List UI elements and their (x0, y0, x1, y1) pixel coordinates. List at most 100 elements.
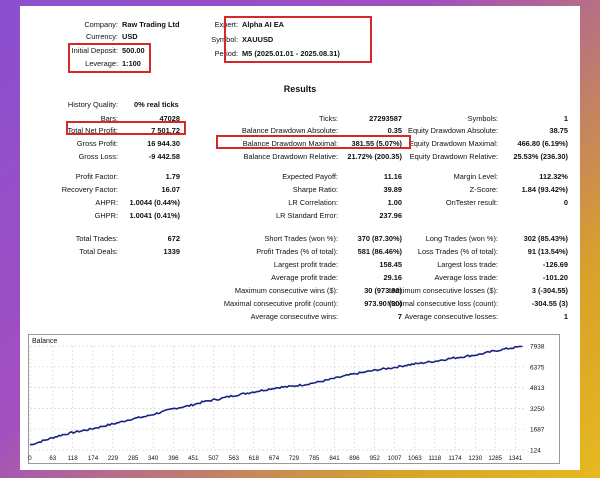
z-score-label: Z-Score: (469, 185, 498, 194)
x-tick-label: 340 (148, 455, 159, 462)
expert-highlight-box (224, 16, 372, 63)
balance-drawdown-absolute-value: 0.35 (387, 126, 402, 135)
largest-profit-trade-label: Largest profit trade: (273, 260, 338, 269)
average-consecutive-wins-label: Average consecutive wins: (250, 312, 338, 321)
chart-title: Balance (32, 338, 57, 345)
largest-profit-trade-value: 158.45 (379, 260, 402, 269)
symbols-value: 1 (563, 114, 568, 123)
x-tick-label: 952 (370, 455, 381, 462)
expert-label: Expert: (214, 20, 238, 29)
expected-payoff-value: 11.16 (383, 172, 402, 181)
margin-level-label: Margin Level: (453, 172, 498, 181)
equity-drawdown-maximal-value: 466.80 (6.19%) (517, 139, 568, 148)
x-tick-label: 118 (68, 455, 78, 462)
ahpr-label: AHPR: (95, 198, 118, 207)
total-deals-label: Total Deals: (79, 247, 118, 256)
x-tick-label: 1118 (428, 455, 441, 462)
sharpe-ratio-label: Sharpe Ratio: (292, 185, 338, 194)
x-tick-label: 1174 (448, 455, 462, 462)
maximal-consecutive-loss-count-value: -304.55 (3) (531, 299, 568, 308)
gross-loss-label: Gross Loss: (78, 152, 118, 161)
average-consecutive-losses-value: 1 (563, 312, 568, 321)
x-tick-label: 1341 (509, 455, 523, 462)
total-net-profit-value: 7 501.72 (151, 126, 180, 135)
x-tick-label: 285 (128, 455, 139, 462)
ontester-result-value: 0 (563, 198, 568, 207)
y-tick-label: 1687 (530, 427, 545, 434)
ghpr-label: GHPR: (94, 211, 118, 220)
initial-deposit-value: 500.00 (122, 46, 145, 55)
average-profit-trade-value: 29.16 (383, 273, 403, 282)
x-tick-label: 1063 (408, 455, 422, 462)
z-score-value: 1.84 (93.42%) (521, 185, 568, 194)
x-tick-label: 0 (28, 455, 32, 462)
equity-drawdown-maximal-label: Equity Drawdown Maximal: (408, 139, 498, 148)
balance-chart-svg: Balance 7938 6375 4813 3250 1687 124 0 63 118 174 2… (28, 334, 560, 464)
loss-trades-of-total-label: Loss Trades (% of total): (417, 247, 498, 256)
x-tick-label: 896 (349, 455, 360, 462)
initial-deposit-label: Initial Deposit: (71, 46, 118, 55)
lr-standard-error-label: LR Standard Error: (275, 211, 338, 220)
sharpe-ratio-value: 39.89 (383, 185, 403, 194)
average-profit-trade-label: Average profit trade: (271, 273, 338, 282)
short-trades-won-label: Short Trades (won %): (264, 234, 338, 243)
maximal-consecutive-profit-count-label: Maximal consecutive profit (count): (223, 299, 338, 308)
drawdown-highlight-box (216, 135, 411, 149)
lr-standard-error-value: 237.96 (379, 211, 402, 220)
margin-level-value: 112.32% (539, 172, 568, 181)
expert-value: Alpha AI EA (242, 20, 285, 29)
average-loss-trade-value: -101.20 (542, 273, 568, 282)
x-tick-label: 229 (108, 455, 119, 462)
x-tick-label: 785 (309, 455, 320, 462)
x-tick-label: 63 (49, 455, 56, 462)
total-trades-value: 672 (167, 234, 180, 243)
equity-drawdown-absolute-label: Equity Drawdown Absolute: (408, 126, 498, 135)
maximal-consecutive-profit-count-value: 973.90 (30) (364, 299, 402, 308)
bars-value: 47028 (159, 114, 180, 123)
y-tick-label: 3250 (530, 406, 545, 413)
total-trades-label: Total Trades: (75, 234, 118, 243)
x-tick-label: 841 (329, 455, 340, 462)
ahpr-value: 1.0044 (0.44%) (129, 198, 180, 207)
maximum-consecutive-wins-value: 30 (973.90) (364, 286, 402, 295)
x-tick-label: 396 (168, 455, 179, 462)
lr-correlation-label: LR Correlation: (288, 198, 338, 207)
maximum-consecutive-losses-value: 3 (-304.55) (531, 286, 568, 295)
y-tick-label: 124 (530, 448, 541, 455)
profit-trades-of-total-value: 581 (86.46%) (357, 247, 402, 256)
gross-profit-value: 16 944.30 (147, 139, 180, 148)
history-quality-label: History Quality: (67, 100, 118, 109)
equity-drawdown-absolute-value: 38.75 (549, 126, 569, 135)
currency-value: USD (122, 32, 138, 41)
leverage-value: 1:100 (122, 59, 141, 68)
balance-drawdown-absolute-label: Balance Drawdown Absolute: (241, 126, 338, 135)
expected-payoff-label: Expected Payoff: (282, 172, 338, 181)
total-deals-value: 1339 (163, 247, 180, 256)
recovery-factor-label: Recovery Factor: (61, 185, 118, 194)
short-trades-won-value: 370 (87.30%) (357, 234, 402, 243)
gross-profit-label: Gross Profit: (76, 139, 118, 148)
balance-drawdown-relative-label: Balance Drawdown Relative: (243, 152, 338, 161)
x-tick-label: 563 (229, 455, 240, 462)
x-tick-label: 729 (289, 455, 300, 462)
profit-factor-value: 1.79 (165, 172, 180, 181)
profit-factor-label: Profit Factor: (75, 172, 118, 181)
balance-chart: Balance 7938 6375 4813 3250 1687 124 0 63 118 174 2… (28, 334, 560, 464)
ticks-value: 27293587 (369, 114, 402, 123)
recovery-factor-value: 16.07 (161, 185, 181, 194)
symbols-label: Symbols: (467, 114, 498, 123)
loss-trades-of-total-value: 91 (13.54%) (527, 247, 568, 256)
deposit-highlight-box (68, 43, 151, 73)
total-net-profit-label: Total Net Profit: (67, 126, 118, 135)
y-tick-label: 4813 (530, 385, 545, 392)
period-value: M5 (2025.01.01 - 2025.08.31) (242, 49, 340, 58)
balance-line (29, 345, 523, 446)
largest-loss-trade-label: Largest loss trade: (437, 260, 498, 269)
average-consecutive-wins-value: 7 (397, 312, 402, 321)
period-label: Period: (214, 49, 238, 58)
x-tick-label: 507 (208, 455, 219, 462)
ticks-label: Ticks: (318, 114, 338, 123)
maximum-consecutive-losses-label: Maximum consecutive losses ($): (388, 286, 498, 295)
leverage-label: Leverage: (85, 59, 118, 68)
results-title: Results (283, 84, 317, 94)
